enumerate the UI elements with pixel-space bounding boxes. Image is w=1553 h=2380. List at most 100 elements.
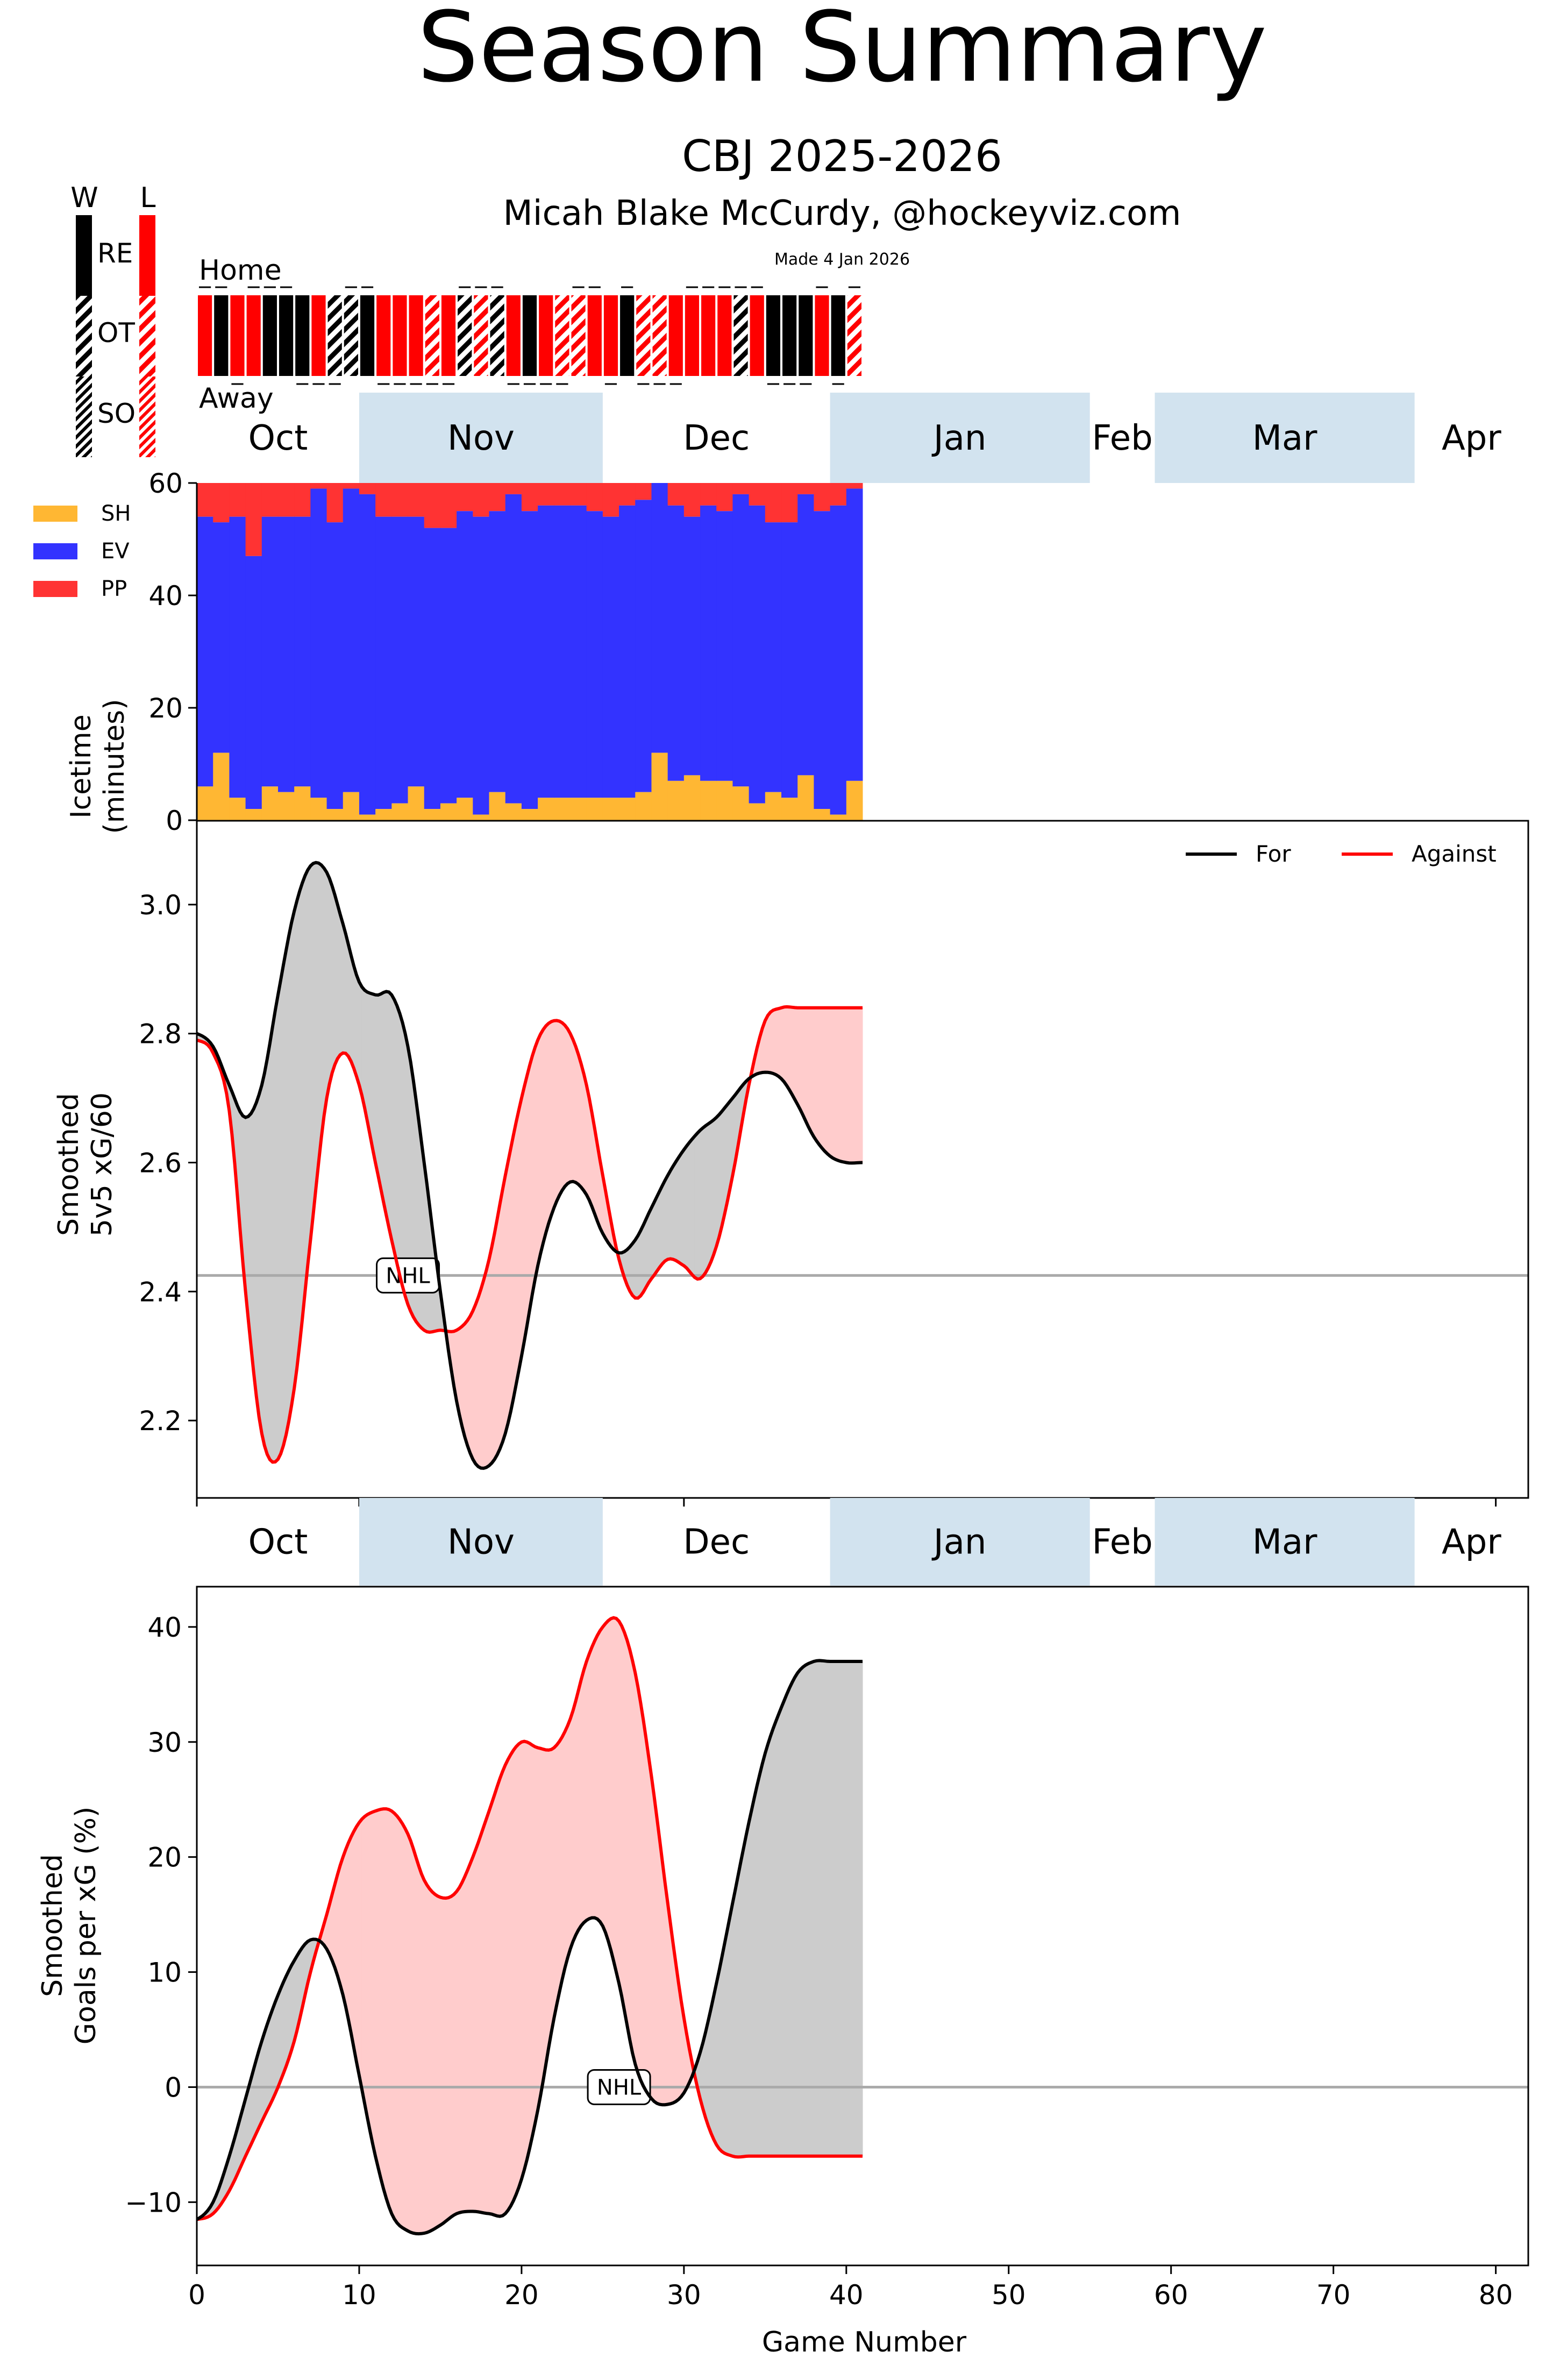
pp-bar-10 <box>343 483 360 489</box>
sh-bar-23 <box>554 798 571 820</box>
pp-bar-16 <box>440 483 457 528</box>
month-label-feb: Feb <box>1092 418 1152 458</box>
month-band-mar <box>1155 1498 1415 1586</box>
game-result-7 <box>294 294 311 377</box>
sh-bar-28 <box>635 792 652 820</box>
legend-win-label: W <box>70 182 98 214</box>
game-result-36 <box>765 294 782 377</box>
legend-win-ot-bar <box>76 296 92 376</box>
sh-bar-38 <box>797 775 814 820</box>
ev-bar-34 <box>732 494 750 787</box>
month-label-nov: Nov <box>447 1523 515 1562</box>
sh-bar-1 <box>197 786 213 820</box>
game-result-29 <box>651 294 668 377</box>
pp-bar-32 <box>700 483 717 506</box>
game-result-strip: Home Away <box>197 254 863 415</box>
legend-so-label: SO <box>97 398 136 429</box>
sh-bar-39 <box>814 809 831 820</box>
sh-bar-31 <box>683 775 701 820</box>
icetime-ylabel-1: Icetime <box>65 714 97 818</box>
game-result-32 <box>700 294 717 377</box>
legend-re-label: RE <box>97 238 133 269</box>
game-result-10 <box>343 294 359 377</box>
pp-bar-15 <box>424 483 441 528</box>
ev-bar-3 <box>229 516 246 798</box>
icetime-legend-label-sh: SH <box>101 501 131 526</box>
xtick-label-30: 30 <box>667 2279 701 2311</box>
xtick-label-60: 60 <box>1154 2279 1188 2311</box>
sh-bar-41 <box>846 780 863 820</box>
ev-bar-36 <box>765 522 782 792</box>
ev-bar-2 <box>213 522 230 753</box>
sh-bar-2 <box>213 752 230 820</box>
ev-bar-6 <box>277 516 295 792</box>
sh-bar-20 <box>505 803 522 820</box>
game-result-30 <box>667 294 684 377</box>
icetime-ylabel-2: (minutes) <box>98 699 131 834</box>
icetime-legend-swatch-sh <box>33 506 77 522</box>
sh-bar-26 <box>602 798 619 820</box>
legend-loss-ot-bar <box>139 296 155 376</box>
icetime-legend: SH EV PP <box>33 501 131 601</box>
pp-bar-11 <box>359 483 376 494</box>
game-result-28 <box>635 294 652 377</box>
ev-bar-5 <box>261 516 279 787</box>
ev-bar-37 <box>781 522 798 798</box>
pp-bar-38 <box>797 483 814 494</box>
xtick-label-20: 20 <box>504 2279 539 2311</box>
ev-bar-35 <box>749 505 766 804</box>
pp-bar-3 <box>229 483 246 517</box>
home-label: Home <box>199 254 282 287</box>
sh-bar-25 <box>586 798 603 820</box>
sh-bar-27 <box>619 798 636 820</box>
sh-bar-33 <box>716 780 733 820</box>
sh-bar-9 <box>326 809 344 820</box>
ev-bar-29 <box>651 483 668 753</box>
ev-bar-19 <box>489 511 506 792</box>
ev-bar-27 <box>619 505 636 798</box>
made-date: Made 4 Jan 2026 <box>774 250 910 269</box>
pp-bar-12 <box>375 483 392 517</box>
ev-bar-14 <box>408 516 425 787</box>
ev-bar-40 <box>830 505 847 815</box>
month-band-jan <box>830 393 1090 483</box>
xtick-label-10: 10 <box>342 2279 376 2311</box>
ev-bar-39 <box>814 511 831 809</box>
gpxg-ylabel-2: Goals per xG (%) <box>70 1807 102 2045</box>
sh-bar-30 <box>667 780 685 820</box>
game-result-9 <box>326 294 343 377</box>
sh-bar-7 <box>294 786 311 820</box>
game-result-40 <box>830 294 846 377</box>
game-result-26 <box>602 294 619 377</box>
ytick-label-0: 0 <box>165 2072 182 2103</box>
icetime-panel: SH EV PP 0 20 40 60 Icetime (minutes) <box>33 468 863 836</box>
ev-bar-18 <box>473 516 490 815</box>
ev-bar-15 <box>424 528 441 809</box>
game-result-25 <box>586 294 603 377</box>
game-result-39 <box>814 294 830 377</box>
ev-bar-8 <box>310 488 327 798</box>
month-label-apr: Apr <box>1442 418 1501 458</box>
month-label-nov: Nov <box>447 418 515 458</box>
pp-bar-28 <box>635 483 652 500</box>
legend-loss-re-bar <box>139 215 155 296</box>
ytick-label-2.2: 2.2 <box>139 1405 182 1437</box>
gpxg-panel: NHL −10 0 10 20 30 40 0 10 20 30 40 50 60 70 80 Smoothe… <box>37 1586 1529 2358</box>
ev-bar-38 <box>797 494 814 776</box>
gpxg-xlabel: Game Number <box>762 2326 967 2358</box>
month-label-jan: Jan <box>931 1523 987 1562</box>
sh-bar-35 <box>749 803 766 820</box>
legend-ot-label: OT <box>97 317 135 349</box>
pp-bar-5 <box>261 483 279 517</box>
pp-bar-35 <box>749 483 766 506</box>
pp-bar-22 <box>538 483 554 506</box>
ev-bar-11 <box>359 494 376 815</box>
xg-ylabel-1: Smoothed <box>53 1093 85 1236</box>
ev-bar-31 <box>683 516 701 776</box>
sh-bar-14 <box>408 786 425 820</box>
figure-title: Season Summary <box>417 0 1267 104</box>
ytick-label-2.8: 2.8 <box>139 1019 182 1050</box>
pp-bar-6 <box>277 483 295 517</box>
ytick-label-2.4: 2.4 <box>139 1276 182 1308</box>
pp-bar-9 <box>326 483 344 523</box>
